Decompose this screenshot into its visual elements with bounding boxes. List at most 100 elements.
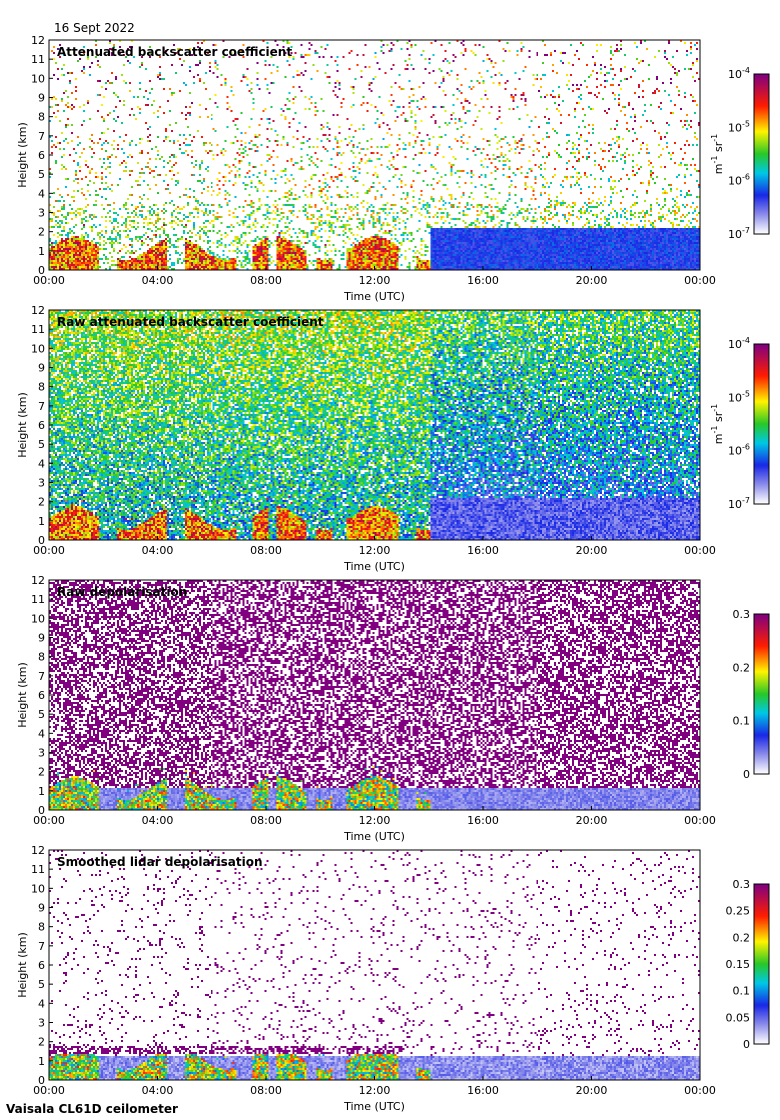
panel-title: Raw attenuated backscatter coefficient — [57, 315, 324, 329]
y-tick-label: 6 — [38, 959, 45, 972]
colorbar-tick-label: 10-5 — [728, 119, 750, 134]
y-axis-label: Height (km) — [16, 932, 29, 998]
y-tick-label: 8 — [38, 381, 45, 394]
y-tick-label: 6 — [38, 419, 45, 432]
y-tick-label: 12 — [31, 574, 45, 587]
y-tick-label: 9 — [38, 362, 45, 375]
x-tick-label: 00:00 — [684, 544, 716, 557]
y-tick-label: 4 — [38, 727, 45, 740]
y-tick-label: 6 — [38, 689, 45, 702]
colorbar-gradient — [754, 884, 769, 1044]
x-tick-label: 08:00 — [250, 544, 282, 557]
x-axis-label: Time (UTC) — [343, 560, 405, 573]
x-axis-label: Time (UTC) — [343, 290, 405, 303]
x-axis-label: Time (UTC) — [343, 1100, 405, 1113]
heatmap-raster — [49, 850, 700, 1080]
colorbar-tick-label: 10-7 — [728, 496, 750, 511]
y-tick-label: 3 — [38, 747, 45, 760]
colorbar-tick-label: 0.05 — [726, 1011, 751, 1024]
colorbar-tick-label: 10-6 — [728, 443, 750, 458]
y-tick-label: 9 — [38, 92, 45, 105]
x-tick-label: 16:00 — [467, 274, 499, 287]
colorbar-tick-label: 10-4 — [728, 336, 750, 351]
x-axis-label: Time (UTC) — [343, 830, 405, 843]
colorbar-tick-label: 0.3 — [733, 608, 751, 621]
x-tick-label: 04:00 — [142, 814, 174, 827]
x-tick-label: 00:00 — [33, 1084, 65, 1097]
y-tick-label: 0 — [38, 1074, 45, 1087]
x-tick-label: 16:00 — [467, 544, 499, 557]
y-tick-label: 10 — [31, 882, 45, 895]
x-tick-label: 08:00 — [250, 814, 282, 827]
y-tick-label: 12 — [31, 304, 45, 317]
colorbar-frame — [753, 613, 770, 775]
x-tick-label: 04:00 — [142, 274, 174, 287]
y-tick-label: 2 — [38, 226, 45, 239]
y-tick-label: 2 — [38, 1036, 45, 1049]
y-tick-label: 1 — [38, 245, 45, 258]
y-tick-label: 6 — [38, 149, 45, 162]
y-tick-label: 12 — [31, 34, 45, 47]
y-tick-label: 4 — [38, 187, 45, 200]
y-tick-label: 1 — [38, 515, 45, 528]
x-tick-label: 16:00 — [467, 1084, 499, 1097]
y-tick-label: 8 — [38, 921, 45, 934]
y-axis-label: Height (km) — [16, 662, 29, 728]
y-tick-label: 7 — [38, 940, 45, 953]
panel-title: Raw depolarisation — [57, 585, 187, 599]
y-tick-label: 4 — [38, 457, 45, 470]
colorbar-tick-label: 0.15 — [726, 958, 751, 971]
panel-title: Attenuated backscatter coefficient — [57, 45, 292, 59]
y-tick-label: 0 — [38, 804, 45, 817]
colorbar-tick-label: 0.3 — [733, 878, 751, 891]
x-tick-label: 04:00 — [142, 1084, 174, 1097]
heatmap-raster — [49, 310, 700, 540]
x-tick-label: 20:00 — [576, 814, 608, 827]
x-tick-label: 00:00 — [33, 544, 65, 557]
y-tick-label: 3 — [38, 1017, 45, 1030]
y-tick-label: 1 — [38, 785, 45, 798]
colorbar-gradient — [754, 614, 769, 774]
x-tick-label: 04:00 — [142, 544, 174, 557]
y-tick-label: 12 — [31, 844, 45, 857]
heatmap-raster — [49, 580, 700, 810]
x-tick-label: 20:00 — [576, 274, 608, 287]
colorbar-tick-label: 0.2 — [733, 661, 751, 674]
colorbar-tick-label: 10-4 — [728, 66, 750, 81]
y-tick-label: 5 — [38, 978, 45, 991]
colorbar-frame — [753, 343, 770, 505]
colorbar-unit-label: m-1 sr-1 — [710, 404, 725, 444]
y-tick-label: 9 — [38, 632, 45, 645]
x-tick-label: 12:00 — [359, 814, 391, 827]
y-tick-label: 7 — [38, 130, 45, 143]
panel-title: Smoothed lidar depolarisation — [57, 855, 263, 869]
x-tick-label: 08:00 — [250, 274, 282, 287]
colorbar-frame — [753, 883, 770, 1045]
colorbar-tick-label: 0 — [743, 768, 750, 781]
x-tick-label: 00:00 — [33, 274, 65, 287]
y-tick-label: 5 — [38, 168, 45, 181]
x-tick-label: 00:00 — [33, 814, 65, 827]
colorbar-tick-label: 0.1 — [733, 715, 751, 728]
y-axis-label: Height (km) — [16, 122, 29, 188]
y-tick-label: 9 — [38, 902, 45, 915]
y-tick-label: 1 — [38, 1055, 45, 1068]
x-tick-label: 08:00 — [250, 1084, 282, 1097]
y-tick-label: 5 — [38, 708, 45, 721]
y-tick-label: 11 — [31, 323, 45, 336]
colorbar-gradient — [754, 74, 769, 234]
y-tick-label: 10 — [31, 72, 45, 85]
panel-4: Smoothed lidar depolarisation01234567891… — [16, 844, 770, 1113]
x-tick-label: 20:00 — [576, 544, 608, 557]
y-tick-label: 5 — [38, 438, 45, 451]
y-tick-label: 8 — [38, 651, 45, 664]
y-tick-label: 11 — [31, 593, 45, 606]
x-tick-label: 12:00 — [359, 274, 391, 287]
x-tick-label: 00:00 — [684, 814, 716, 827]
y-tick-label: 3 — [38, 207, 45, 220]
colorbar-unit-label: m-1 sr-1 — [710, 134, 725, 174]
colorbar-tick-label: 0 — [743, 1038, 750, 1051]
x-tick-label: 12:00 — [359, 544, 391, 557]
